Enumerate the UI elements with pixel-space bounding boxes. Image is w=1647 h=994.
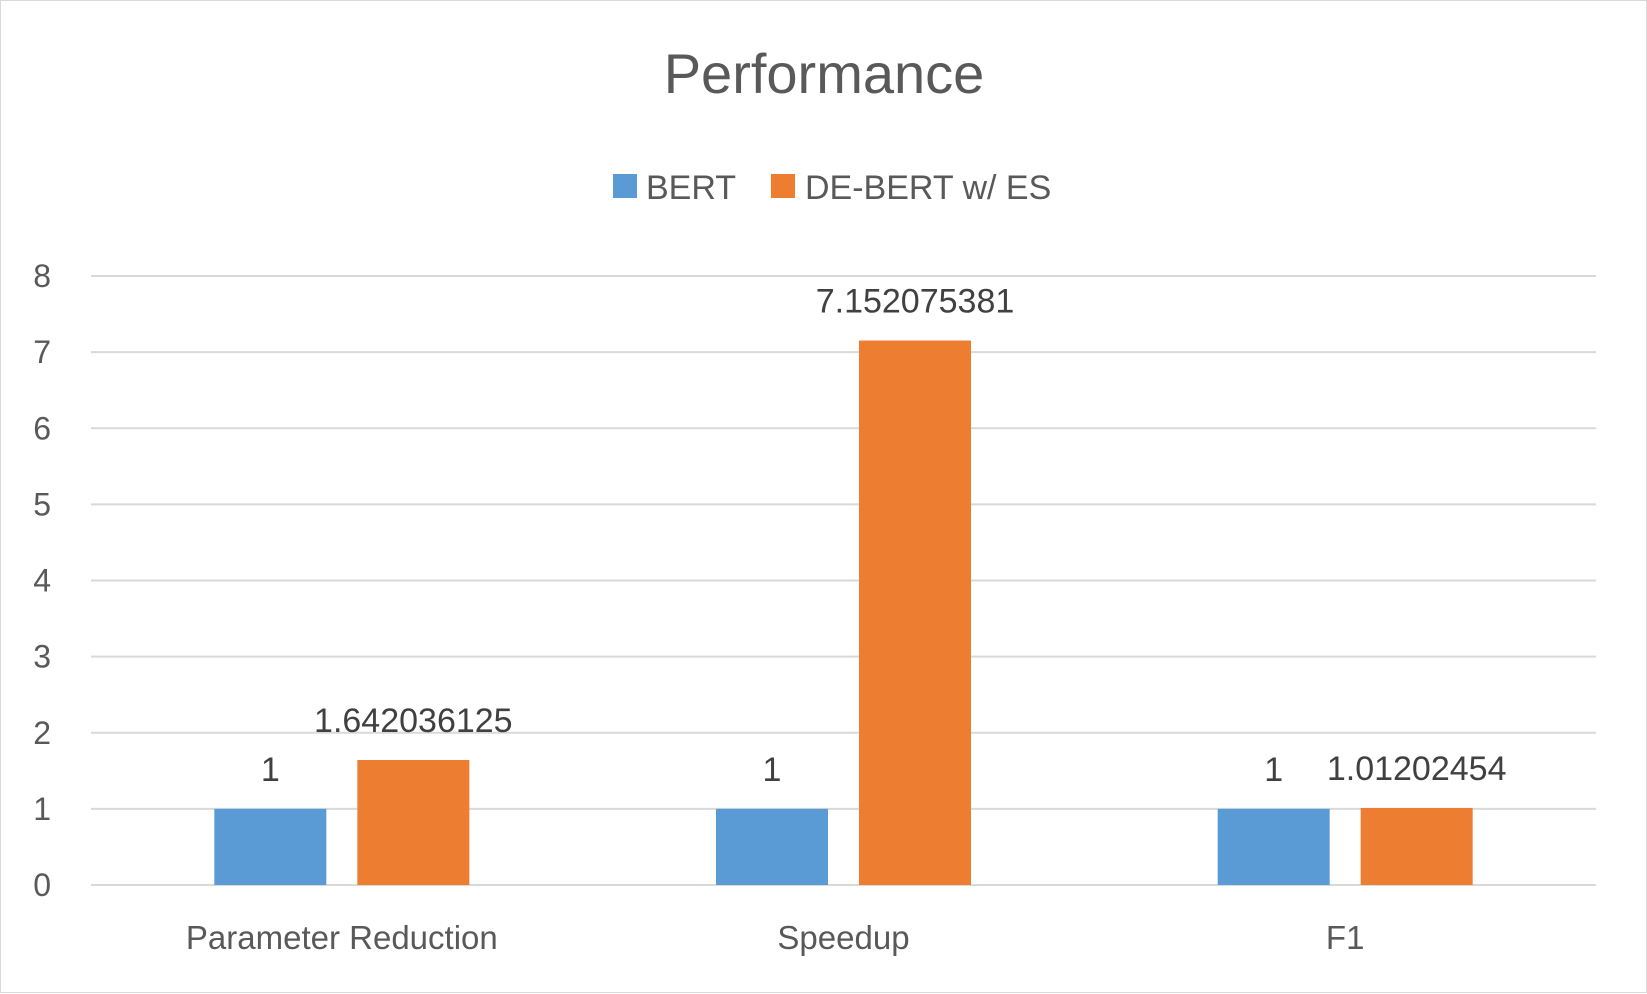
data-label: 1 xyxy=(763,751,782,789)
legend-label-debert: DE-BERT w/ ES xyxy=(805,169,1051,207)
y-tick-label: 1 xyxy=(33,791,51,827)
category-label: F1 xyxy=(1326,919,1365,956)
data-label: 1 xyxy=(261,751,280,789)
data-label: 1.642036125 xyxy=(314,702,513,740)
bar-debert-1 xyxy=(859,340,971,886)
y-tick-label: 4 xyxy=(33,563,51,599)
y-tick-label: 2 xyxy=(33,715,51,751)
y-axis-ticks: 0 1 2 3 4 5 6 7 8 xyxy=(33,258,51,903)
data-label: 1.01202454 xyxy=(1327,750,1507,788)
bar-bert-2 xyxy=(1217,808,1330,885)
gridlines xyxy=(91,275,1596,886)
y-tick-label: 3 xyxy=(33,639,51,675)
y-tick-label: 7 xyxy=(33,334,51,370)
legend-swatch-debert xyxy=(771,174,795,198)
legend: BERT DE-BERT w/ ES xyxy=(613,169,1051,207)
y-tick-label: 6 xyxy=(33,410,51,446)
category-labels: Parameter Reduction Speedup F1 xyxy=(186,919,1365,956)
data-label: 7.152075381 xyxy=(816,283,1015,321)
legend-label-bert: BERT xyxy=(646,169,736,207)
data-label: 1 xyxy=(1264,751,1283,789)
chart-title: Performance xyxy=(664,42,985,105)
bar-bert-0 xyxy=(214,808,327,885)
bar-bert-1 xyxy=(716,808,828,885)
category-label: Speedup xyxy=(777,919,909,956)
legend-swatch-bert xyxy=(613,174,637,198)
y-tick-label: 5 xyxy=(33,486,51,522)
bar-debert-2 xyxy=(1360,807,1473,885)
bar-debert-0 xyxy=(357,760,470,885)
y-tick-label: 8 xyxy=(33,258,51,294)
bars xyxy=(214,340,1473,886)
y-tick-label: 0 xyxy=(33,867,51,903)
data-labels: 1 1.642036125 1 7.152075381 1 1.01202454 xyxy=(261,283,1507,789)
category-label: Parameter Reduction xyxy=(186,919,498,956)
